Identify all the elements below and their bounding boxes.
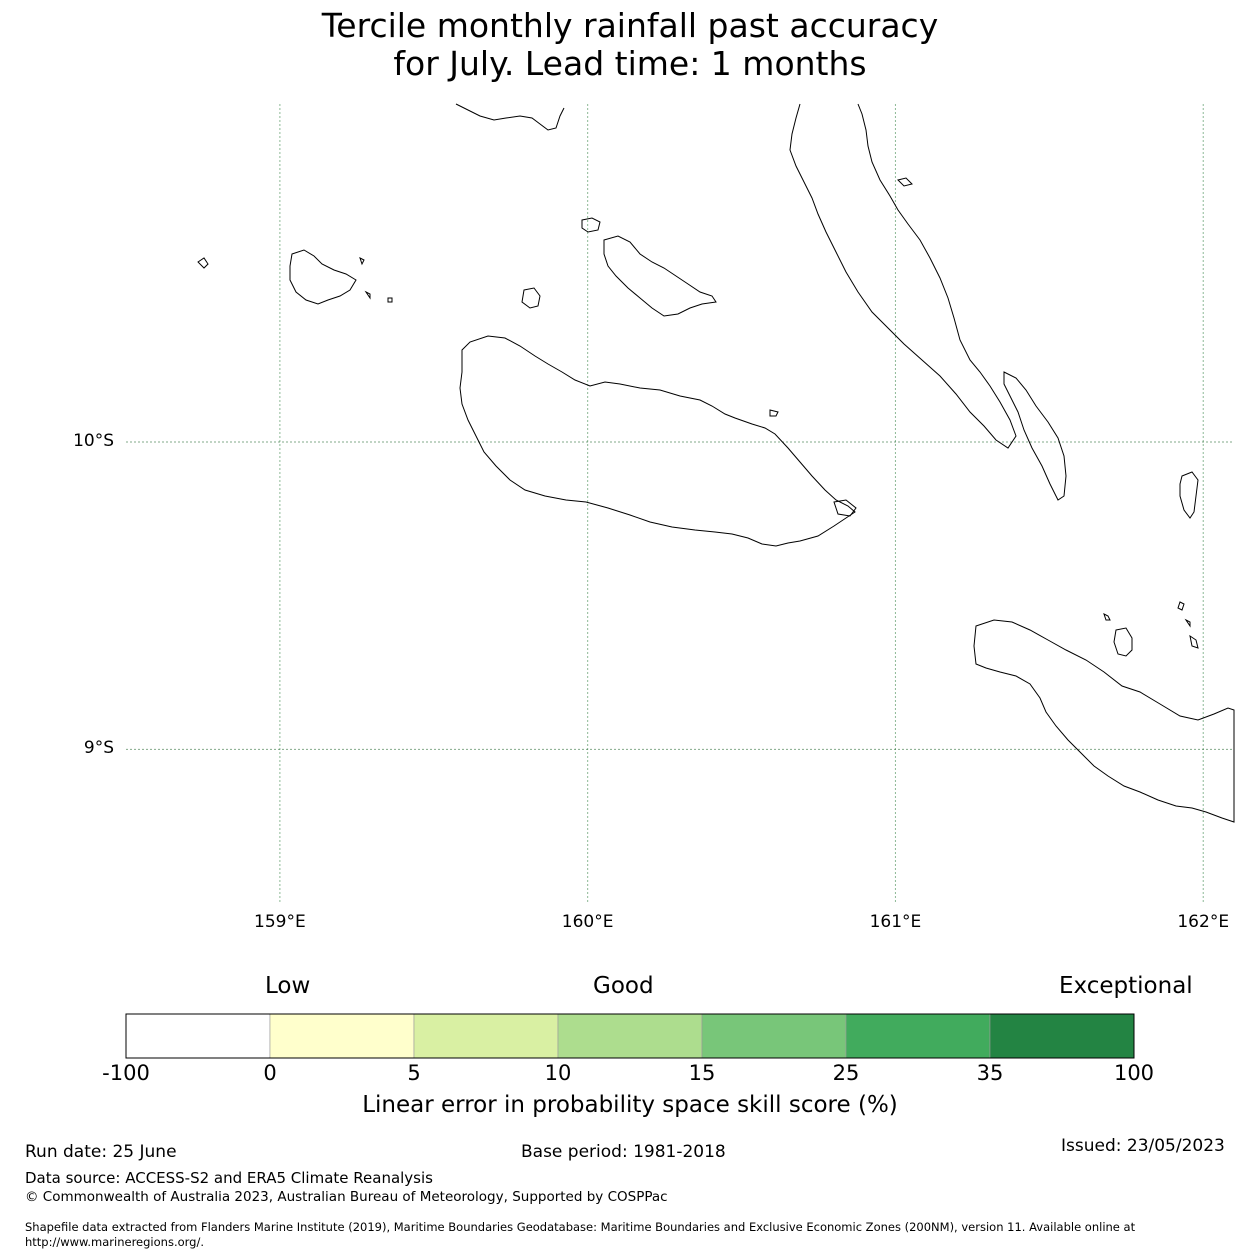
- colorbar-word-low: Low: [265, 973, 311, 999]
- colorbar-tick: 10: [544, 1061, 572, 1085]
- coastline-small-malaita: [1003, 371, 1067, 501]
- coastline-guadalcanal: [459, 335, 856, 547]
- colorbar-bin: [557, 1013, 703, 1059]
- coastline-small-islet-10: [364, 290, 371, 300]
- coastline-small-islet-5: [1189, 634, 1199, 649]
- map-figure: [126, 103, 1235, 903]
- lon-label: 160°E: [561, 912, 614, 932]
- coastline-malaita: [789, 103, 1017, 449]
- colorbar-tick: -100: [102, 1061, 150, 1085]
- coastline-ulawa-island: [1179, 471, 1199, 519]
- lat-label: 9°S: [83, 738, 114, 759]
- colorbar-bin: [701, 1013, 847, 1059]
- copyright: © Commonwealth of Australia 2023, Austra…: [25, 1189, 668, 1205]
- coastline-small-islet-9: [387, 297, 393, 303]
- chart-title-line-1: Tercile monthly rainfall past accuracy: [321, 6, 939, 45]
- lon-label: 161°E: [869, 912, 922, 932]
- graticule-layer: [126, 104, 1234, 903]
- coastline-savo-island: [521, 287, 541, 309]
- colorbar-bins: [125, 1013, 1135, 1059]
- coastline-florida-islands: [603, 235, 717, 317]
- colorbar-word-exceptional: Exceptional: [1059, 973, 1193, 999]
- lat-label: 10°S: [73, 431, 114, 452]
- coastline-north-isabel: [455, 103, 565, 131]
- data-source: Data source: ACCESS-S2 and ERA5 Climate …: [25, 1169, 433, 1187]
- colorbar-frame: [125, 1013, 1135, 1059]
- coastline-uki-island: [1113, 627, 1133, 657]
- colorbar-tick: 35: [976, 1061, 1004, 1085]
- coastline-russell-islands: [289, 249, 357, 305]
- colorbar-tick: 5: [407, 1061, 421, 1085]
- colorbar-bin: [125, 1013, 271, 1059]
- coastline-small-islet-1: [197, 257, 209, 269]
- shapefile-credit-line-2: http://www.marineregions.org/.: [25, 1235, 204, 1249]
- colorbar-bin: [413, 1013, 559, 1059]
- coastline-makira: [973, 619, 1235, 823]
- coastline-layer: [197, 103, 1235, 823]
- chart-title-line-2: for July. Lead time: 1 months: [393, 44, 867, 83]
- colorbar-tick: 100: [1113, 1061, 1155, 1085]
- coastline-small-islet-4: [1184, 618, 1191, 628]
- lon-label: 159°E: [254, 912, 306, 932]
- lon-label: 162°E: [1177, 912, 1230, 932]
- coastline-small-islet-6: [833, 499, 857, 517]
- issued-date: Issued: 23/05/2023: [1061, 1136, 1225, 1156]
- coastline-nggela-islet: [581, 217, 601, 233]
- coastline-small-islet-3: [1177, 601, 1185, 611]
- colorbar-tick: 0: [263, 1061, 277, 1085]
- coastline-small-islet-7: [769, 409, 779, 417]
- coastline-small-islet-8: [897, 177, 913, 187]
- colorbar-word-good: Good: [593, 973, 654, 999]
- run-date: Run date: 25 June: [25, 1142, 177, 1162]
- colorbar-bin: [845, 1013, 991, 1059]
- coastline-small-islet-11: [359, 257, 365, 266]
- coastline-small-islet-2: [1103, 613, 1111, 621]
- colorbar-tick: 25: [832, 1061, 860, 1085]
- colorbar-tick: 15: [688, 1061, 716, 1085]
- shapefile-credit-line-1: Shapefile data extracted from Flanders M…: [25, 1220, 1136, 1234]
- colorbar-bin: [989, 1013, 1135, 1059]
- base-period: Base period: 1981-2018: [521, 1142, 726, 1162]
- colorbar-bin: [269, 1013, 415, 1059]
- colorbar-label: Linear error in probability space skill …: [362, 1092, 898, 1118]
